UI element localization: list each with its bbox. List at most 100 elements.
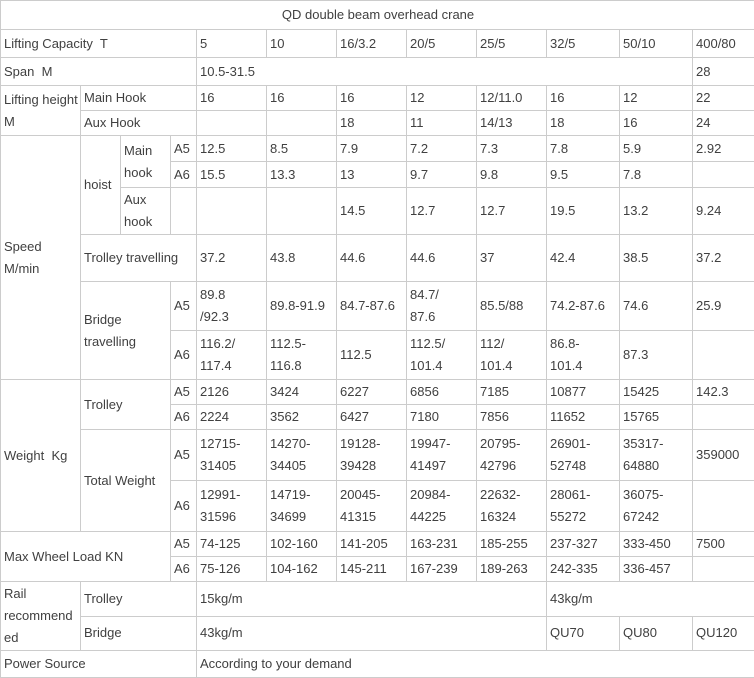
value-cell: 7.2 (407, 136, 477, 162)
value-cell: 37 (477, 235, 547, 282)
value-cell: 16/3.2 (337, 30, 407, 58)
value-cell: 185-255 (477, 532, 547, 557)
row-label-weight-trolley: Trolley (81, 380, 171, 430)
value-cell: 112.5 (337, 331, 407, 380)
value-cell: 24 (693, 111, 754, 136)
value-cell: 42.4 (547, 235, 620, 282)
value-cell (693, 162, 754, 188)
value-cell: 36075- 67242 (620, 481, 693, 532)
value-cell: 74.2-87.6 (547, 282, 620, 331)
value-cell: 163-231 (407, 532, 477, 557)
value-cell: 19128- 39428 (337, 430, 407, 481)
value-cell: 2224 (197, 405, 267, 430)
row-label-lifting-height: Lifting height M (1, 86, 81, 136)
row-label-max-wheel-load: Max Wheel Load KN (1, 532, 171, 582)
class-label-a5: A5 (171, 282, 197, 331)
value-cell: 359000 (693, 430, 754, 481)
value-cell: 6227 (337, 380, 407, 405)
value-cell: 37.2 (197, 235, 267, 282)
value-cell: 12991- 31596 (197, 481, 267, 532)
row-label-hoist-aux-hook: Aux hook (121, 188, 171, 235)
value-cell: 38.5 (620, 235, 693, 282)
value-cell: 14.5 (337, 188, 407, 235)
row-label-aux-hook: Aux Hook (81, 111, 197, 136)
value-cell: 13.3 (267, 162, 337, 188)
value-cell: 116.2/ 117.4 (197, 331, 267, 380)
value-cell: 189-263 (477, 557, 547, 582)
value-cell: 2.92 (693, 136, 754, 162)
class-label-a6: A6 (171, 481, 197, 532)
value-cell: 32/5 (547, 30, 620, 58)
value-cell: 10 (267, 30, 337, 58)
value-cell: 43kg/m (547, 582, 754, 617)
row-label-rail-bridge: Bridge (81, 616, 197, 651)
value-cell: 10877 (547, 380, 620, 405)
value-cell: 12 (620, 86, 693, 111)
value-cell: 16 (547, 86, 620, 111)
value-cell: 14719- 34699 (267, 481, 337, 532)
value-cell: 84.7/ 87.6 (407, 282, 477, 331)
value-cell: 11652 (547, 405, 620, 430)
row-label-weight: Weight Kg (1, 380, 81, 532)
value-cell (267, 111, 337, 136)
value-cell: 20/5 (407, 30, 477, 58)
value-cell: 7.9 (337, 136, 407, 162)
value-cell: 28061- 55272 (547, 481, 620, 532)
class-label-a6: A6 (171, 331, 197, 380)
value-cell: 16 (337, 86, 407, 111)
value-cell: 7856 (477, 405, 547, 430)
value-cell: 112.5/ 101.4 (407, 331, 477, 380)
value-cell: 22632- 16324 (477, 481, 547, 532)
value-cell: 44.6 (407, 235, 477, 282)
value-cell: 9.8 (477, 162, 547, 188)
value-cell: 20984- 44225 (407, 481, 477, 532)
value-cell: 50/10 (620, 30, 693, 58)
value-cell: 18 (337, 111, 407, 136)
value-cell: 89.8-91.9 (267, 282, 337, 331)
value-cell: 11 (407, 111, 477, 136)
value-cell: 7185 (477, 380, 547, 405)
value-cell: 14270- 34405 (267, 430, 337, 481)
value-cell: 12/11.0 (477, 86, 547, 111)
value-cell: 26901- 52748 (547, 430, 620, 481)
class-label-a6: A6 (171, 557, 197, 582)
value-cell: 400/80 (693, 30, 754, 58)
value-cell: 84.7-87.6 (337, 282, 407, 331)
value-cell: 74-125 (197, 532, 267, 557)
value-cell (693, 405, 754, 430)
value-cell: 112/ 101.4 (477, 331, 547, 380)
value-cell: 89.8 /92.3 (197, 282, 267, 331)
value-cell: 74.6 (620, 282, 693, 331)
value-cell: 167-239 (407, 557, 477, 582)
value-cell: 141-205 (337, 532, 407, 557)
value-cell: 22 (693, 86, 754, 111)
row-label-power-source: Power Source (1, 651, 197, 678)
row-label-span: Span M (1, 58, 197, 86)
row-label-lifting-capacity: Lifting Capacity T (1, 30, 197, 58)
value-cell: 7.3 (477, 136, 547, 162)
value-cell: 15425 (620, 380, 693, 405)
table-title: QD double beam overhead crane (1, 1, 754, 30)
value-cell: 2126 (197, 380, 267, 405)
value-cell (693, 331, 754, 380)
row-label-main-hook: Main Hook (81, 86, 197, 111)
value-cell: 25/5 (477, 30, 547, 58)
value-cell: 7.8 (547, 136, 620, 162)
value-cell: 20045- 41315 (337, 481, 407, 532)
value-cell: 9.5 (547, 162, 620, 188)
row-label-rail-trolley: Trolley (81, 582, 197, 617)
value-cell: 6427 (337, 405, 407, 430)
value-cell: 15765 (620, 405, 693, 430)
class-label-a5: A5 (171, 532, 197, 557)
value-cell: 237-327 (547, 532, 620, 557)
value-cell: 104-162 (267, 557, 337, 582)
row-label-hoist: hoist (81, 136, 121, 235)
value-cell (693, 557, 754, 582)
value-cell: 8.5 (267, 136, 337, 162)
value-cell: 43kg/m (197, 616, 547, 651)
value-cell: According to your demand (197, 651, 754, 678)
value-cell: 37.2 (693, 235, 754, 282)
value-cell: 12.7 (477, 188, 547, 235)
